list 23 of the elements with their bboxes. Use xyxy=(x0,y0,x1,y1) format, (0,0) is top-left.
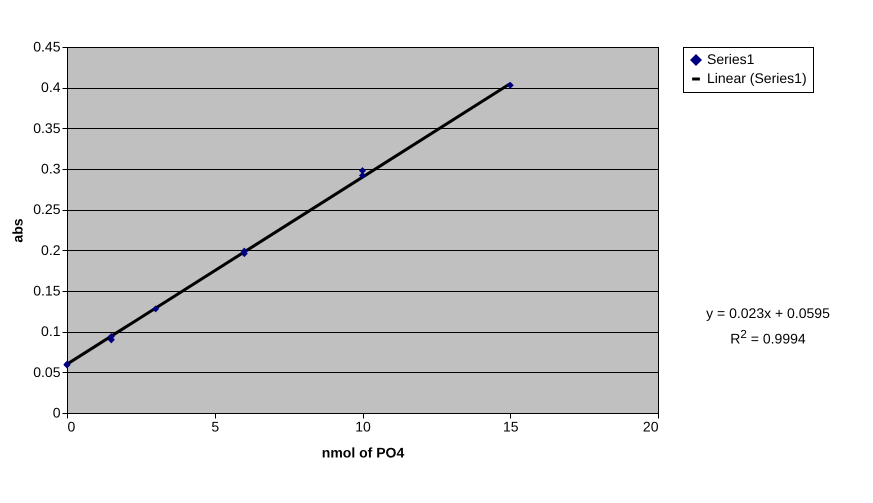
y-tick-label: 0.1 xyxy=(41,323,61,340)
y-tick-label: 0.35 xyxy=(33,120,61,136)
y-tick-label: 0.25 xyxy=(33,201,61,218)
x-tick-label: 15 xyxy=(502,418,519,434)
y-tick-label: 0.4 xyxy=(41,79,61,96)
legend-label: Linear (Series1) xyxy=(707,70,807,86)
y-tick-label: 0.2 xyxy=(41,242,61,258)
text: R$^{2}$ = 0.9994 xyxy=(729,327,807,349)
y-tick-label: 0.05 xyxy=(33,364,61,380)
x-tick-label: 20 xyxy=(642,418,659,434)
x-axis-title: nmol of PO4 xyxy=(322,444,404,460)
y-tick-label: 0 xyxy=(52,404,61,420)
text: y = 0.023x + 0.0595 xyxy=(705,304,831,323)
point xyxy=(152,305,160,312)
y-tick-label: 0.45 xyxy=(33,38,61,54)
point xyxy=(506,82,514,89)
x-tick-label: 5 xyxy=(211,418,220,434)
y-tick-label: 0.3 xyxy=(41,160,61,176)
y-axis-title: abs xyxy=(9,218,26,243)
x-tick-label: 10 xyxy=(355,418,371,434)
y-tick-label: 0.15 xyxy=(33,282,61,298)
x-tick-label: 0 xyxy=(68,418,76,434)
legend-label: Series1 xyxy=(707,51,755,67)
